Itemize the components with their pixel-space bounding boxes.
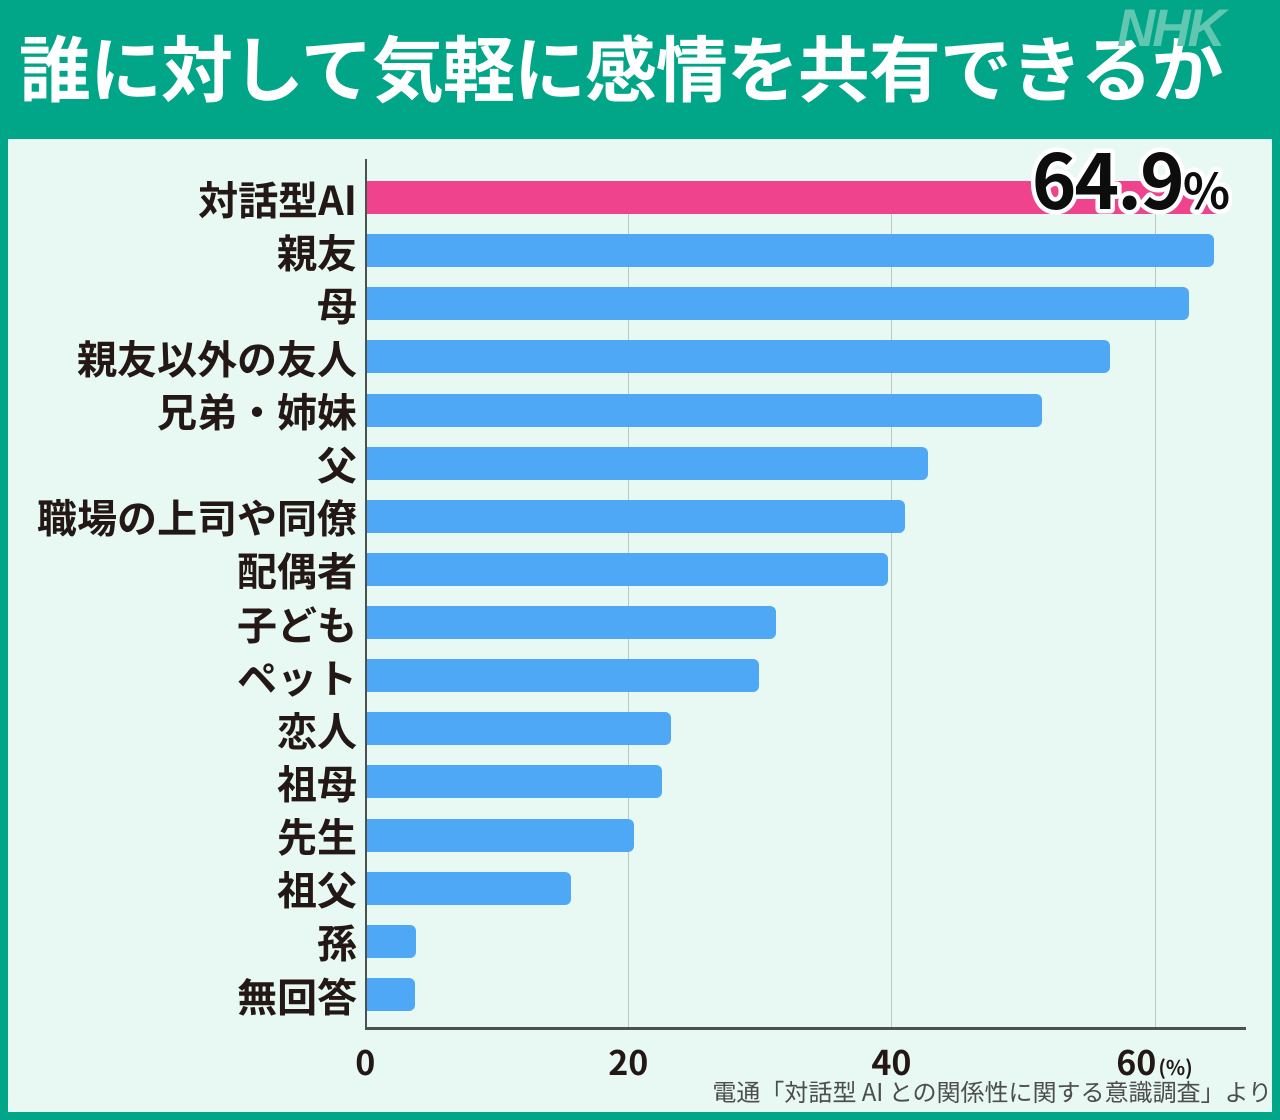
svg-text:64.9%: 64.9% — [1032, 139, 1229, 229]
